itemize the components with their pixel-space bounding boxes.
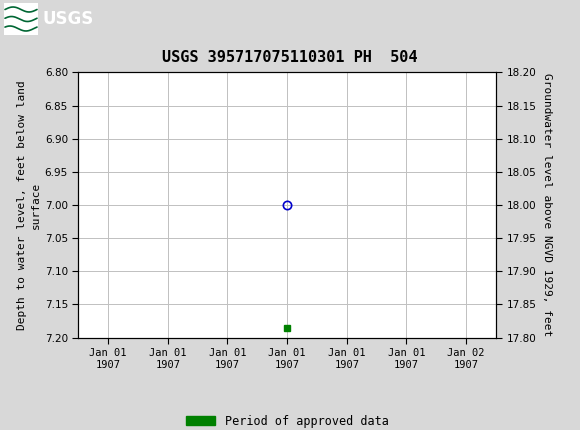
Y-axis label: Depth to water level, feet below land
surface: Depth to water level, feet below land su… [17, 80, 41, 330]
Legend: Period of approved data: Period of approved data [181, 410, 393, 430]
Text: USGS 395717075110301 PH  504: USGS 395717075110301 PH 504 [162, 50, 418, 65]
FancyBboxPatch shape [4, 3, 38, 35]
Text: USGS: USGS [42, 10, 93, 28]
Y-axis label: Groundwater level above NGVD 1929, feet: Groundwater level above NGVD 1929, feet [542, 74, 552, 337]
